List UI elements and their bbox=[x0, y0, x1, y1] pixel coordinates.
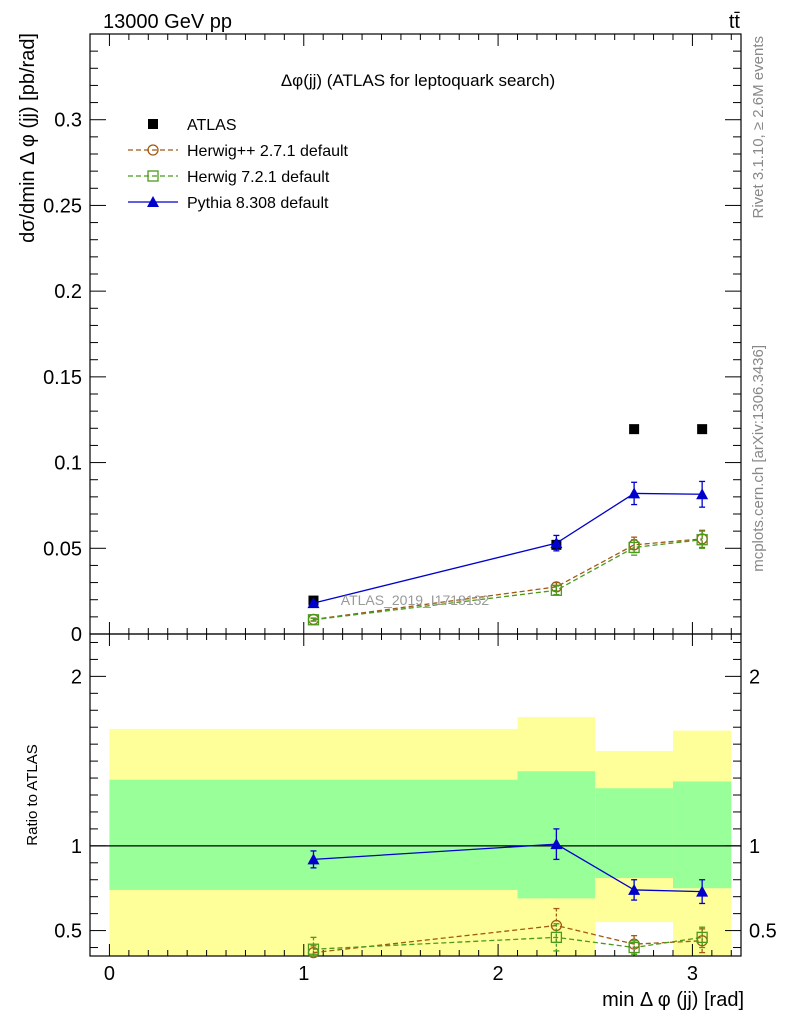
rivet-side-label: Rivet 3.1.10, ≥ 2.6M events bbox=[750, 36, 767, 219]
ratio-y-tick-label: 2 bbox=[71, 666, 82, 688]
main-y-tick-label: 0 bbox=[71, 624, 82, 646]
ratio-marks-layer bbox=[307, 828, 709, 959]
stat-uncertainty-band bbox=[672, 781, 732, 889]
ratio-y-tick-label-right: 2 bbox=[749, 666, 760, 688]
main-y-tick-label: 0.2 bbox=[54, 281, 82, 303]
data-point bbox=[550, 537, 563, 549]
legend-label: Pythia 8.308 default bbox=[187, 195, 329, 212]
data-point bbox=[696, 931, 708, 944]
main-y-tick-label: 0.3 bbox=[54, 110, 82, 132]
ratio-y-axis-label: Ratio to ATLAS bbox=[24, 744, 41, 845]
series-line bbox=[313, 843, 703, 893]
legend-marker bbox=[148, 119, 158, 129]
legend-label: Herwig 7.2.1 default bbox=[187, 169, 330, 186]
data-point bbox=[629, 424, 640, 435]
series-line bbox=[313, 492, 703, 604]
chart-title: Δφ(jj) (ATLAS for leptoquark search) bbox=[281, 71, 555, 90]
legend-label: Herwig++ 2.7.1 default bbox=[187, 143, 349, 160]
mcplots-side-label: mcplots.cern.ch [arXiv:1306.3436] bbox=[750, 345, 767, 572]
series-line bbox=[313, 539, 703, 621]
data-point bbox=[550, 838, 563, 850]
data-point bbox=[307, 853, 320, 865]
ratio-y-tick-label-right: 1 bbox=[749, 836, 760, 858]
stat-uncertainty-band bbox=[109, 779, 518, 890]
process-label: tt̄ bbox=[729, 11, 741, 33]
x-axis-label: min Δ φ (jj) [rad] bbox=[602, 989, 744, 1011]
data-point bbox=[307, 614, 320, 626]
data-point bbox=[628, 487, 641, 499]
data-point bbox=[307, 943, 320, 955]
data-point bbox=[307, 597, 320, 609]
legend-marker bbox=[147, 196, 159, 207]
ratio-y-tick-label-right: 0.5 bbox=[749, 921, 777, 943]
energy-label: 13000 GeV pp bbox=[103, 11, 232, 33]
ratio-y-tick-label: 0.5 bbox=[54, 921, 82, 943]
main-marks-layer bbox=[307, 424, 709, 626]
x-tick-label: 3 bbox=[687, 963, 698, 985]
main-y-tick-label: 0.1 bbox=[54, 453, 82, 475]
series-line bbox=[313, 924, 703, 954]
ratio-bands-layer bbox=[109, 717, 732, 956]
data-point bbox=[696, 885, 709, 897]
stat-uncertainty-band bbox=[595, 788, 673, 879]
data-point bbox=[696, 488, 709, 500]
ratio-y-tick-label: 1 bbox=[71, 836, 82, 858]
legend: ATLAS Herwig++ 2.7.1 default Herwig 7.2.1 … bbox=[128, 117, 349, 212]
main-y-tick-label: 0.25 bbox=[43, 195, 82, 217]
main-y-tick-label: 0.05 bbox=[43, 538, 82, 560]
x-tick-label: 2 bbox=[493, 963, 504, 985]
data-point bbox=[628, 541, 640, 554]
main-y-tick-label: 0.15 bbox=[43, 367, 82, 389]
data-point bbox=[628, 941, 640, 954]
x-tick-label: 1 bbox=[298, 963, 309, 985]
main-grid-layer: 0 0.05 0.1 0.15 0.2 0.25 0.3 bbox=[43, 33, 742, 646]
data-point bbox=[696, 534, 708, 546]
data-point bbox=[550, 931, 563, 944]
data-point bbox=[550, 584, 563, 596]
x-tick-label: 0 bbox=[104, 963, 115, 985]
legend-marker bbox=[147, 170, 159, 182]
main-y-axis-label: dσ/dmin Δ φ (jj) [pb/rad] bbox=[17, 33, 39, 243]
ratio-axes-layer: 0 1 2 3 0.5 0.5 1 1 2 2 bbox=[54, 633, 777, 985]
data-point bbox=[697, 424, 708, 435]
legend-label: ATLAS bbox=[187, 117, 237, 134]
series-line bbox=[313, 936, 703, 950]
data-point bbox=[628, 883, 641, 895]
series-line bbox=[313, 538, 703, 621]
watermark: ATLAS_2019_I1718132 bbox=[341, 592, 490, 608]
legend-marker bbox=[147, 144, 159, 156]
